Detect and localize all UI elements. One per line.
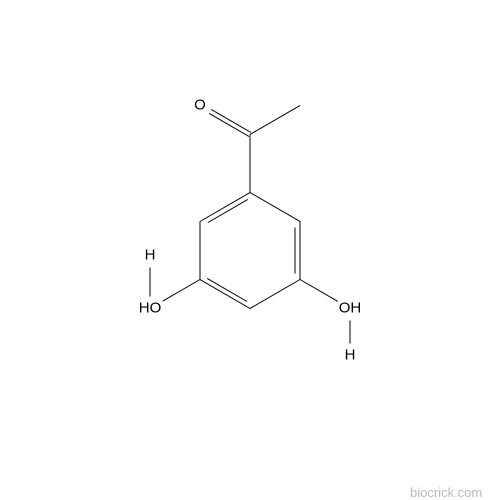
- bond-line: [150, 268, 151, 297]
- bond-line: [250, 135, 251, 193]
- bond-line: [207, 199, 247, 223]
- bond-line: [211, 109, 251, 133]
- bond-line: [250, 105, 300, 135]
- bond-line: [200, 279, 250, 309]
- bond-line: [295, 228, 296, 274]
- watermark-text: biocrick.com: [410, 485, 482, 500]
- atom-label-h2: H: [344, 348, 357, 363]
- atom-label-o1: HO: [138, 301, 163, 316]
- bond-line: [200, 192, 250, 222]
- bond-line: [300, 279, 340, 303]
- bond-line: [160, 279, 200, 303]
- atom-label-o2: OH: [338, 301, 363, 316]
- bond-line: [207, 278, 247, 302]
- bond-line: [250, 192, 300, 222]
- structure-canvas: HOOHOHH biocrick.com: [0, 0, 500, 500]
- atom-label-o3: O: [193, 98, 207, 113]
- bond-line: [350, 321, 351, 344]
- bond-line: [200, 222, 201, 280]
- bond-line: [250, 279, 300, 309]
- bond-line: [209, 113, 249, 137]
- bond-line: [300, 222, 301, 280]
- atom-label-h1: H: [144, 248, 157, 263]
